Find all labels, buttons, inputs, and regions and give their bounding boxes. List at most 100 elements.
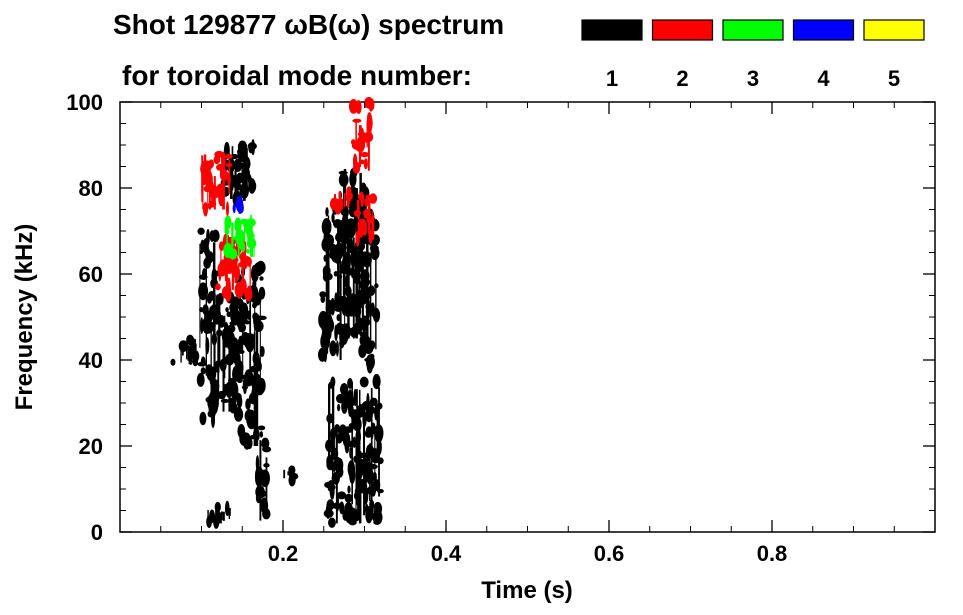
spectrum-blob [330,297,336,316]
spectrum-blob [198,274,208,280]
spectrum-blob [256,260,266,275]
legend-mode-number: 4 [817,66,830,91]
legend-swatch-mode-2 [651,19,714,41]
spectrum-blob [235,338,243,352]
spectrum-blob [363,158,368,170]
spectrum-blob [347,485,351,494]
spectrum-blob [170,358,176,366]
spectrum-blob [198,282,209,301]
spectrum-blob [236,394,243,409]
y-tick-label: 80 [79,176,103,201]
spectrum-blob [199,411,207,426]
spectrum-blob [258,286,266,300]
spectrum-blob [338,170,348,175]
spectrum-blob [211,229,220,243]
spectrum-blob [240,241,246,253]
spectrum-blob [364,429,373,438]
legend-mode-number: 5 [888,66,900,91]
spectrum-blob [335,393,345,404]
spectrum-blob [360,151,369,158]
spectrum-blob [214,150,225,158]
spectrum-blob [233,158,243,172]
legend-mode-number: 1 [606,66,618,91]
spectrum-blob [356,161,360,174]
spectrum-blob [215,283,221,291]
spectrum-blob [203,238,209,255]
mode-1-region [323,373,384,528]
legend-swatch-mode-1 [581,19,643,41]
mode-1-region [206,500,231,529]
spectrum-marks [170,96,384,529]
legend-swatch-mode-5 [863,19,925,41]
legend-swatch-mode-3 [722,19,784,41]
x-tick-label: 0.6 [594,541,625,566]
spectrum-blob [352,436,356,449]
mode-legend: 1 2 3 4 5 [581,19,925,91]
spectrum-blob [362,226,368,236]
spectrum-blob [232,203,236,214]
spectrum-blob [336,314,341,322]
mode-2-region [200,150,233,217]
legend-mode-number: 2 [676,66,688,91]
spectrum-blob [344,493,353,503]
y-tick-label: 20 [79,434,103,459]
spectrum-blob [369,244,379,252]
legend-label: for toroidal mode number: [122,60,472,91]
spectrum-blob [257,377,266,394]
spectrum-blob [376,457,384,465]
spectrum-blob [317,347,327,362]
spectrum-blob [220,398,230,404]
spectrum-blob [365,354,375,370]
spectrum-blob [224,154,233,159]
spectrum-blob [262,446,272,453]
spectrum-blob [334,198,342,215]
mode-2-region [348,96,375,174]
spectrum-blob [197,227,205,235]
spectrum-blob [336,491,347,500]
spectrum-blob [331,212,335,223]
spectrum-blob [367,285,376,296]
spectrum-blob [339,383,349,396]
spectrum-blob [364,357,374,362]
spectrum-blob [372,471,377,483]
spectrum-blob [365,194,376,199]
spectrum-blob [259,276,264,281]
mode-1-region [283,465,299,487]
spectrum-blob [231,296,240,305]
spectrum-blob [348,99,359,114]
mode-3-region [223,214,257,260]
spectrum-blob [237,424,246,439]
spectrum-blob [364,503,369,515]
spectrum-blob [245,398,251,410]
spectrum-blob [218,241,225,252]
spectrum-blob [258,490,267,498]
spectrum-blob [213,514,220,529]
spectrum-blob [336,296,345,307]
spectrum-blob [347,460,356,478]
spectrum-blob [336,403,341,412]
spectrum-blob [328,517,336,528]
x-axis-label: Time (s) [481,577,573,604]
spectrum-blob [347,402,352,410]
spectrum-blob [226,311,231,318]
mode-2-region [329,186,353,215]
spectrum-blob [349,516,355,522]
x-tick-label: 0.4 [431,541,462,566]
spectrum-blob [372,373,381,390]
spectrum-blob [372,509,383,525]
spectrum-blob [339,501,345,515]
legend-swatch-mode-4 [792,19,855,41]
spectrum-blob [342,508,352,520]
spectrum-blob [319,291,327,298]
mode-1-region [170,334,200,367]
spectrum-blob [240,302,249,317]
spectrum-blob [333,271,339,277]
spectrum-blob [359,331,369,338]
mode-1-region [254,425,272,521]
spectrum-blob [244,320,251,325]
spectrum-blob [200,367,206,375]
chart-title: Shot 129877 ωB(ω) spectrum [113,9,504,40]
spectrum-blob [236,377,243,384]
y-tick-label: 40 [79,348,103,373]
